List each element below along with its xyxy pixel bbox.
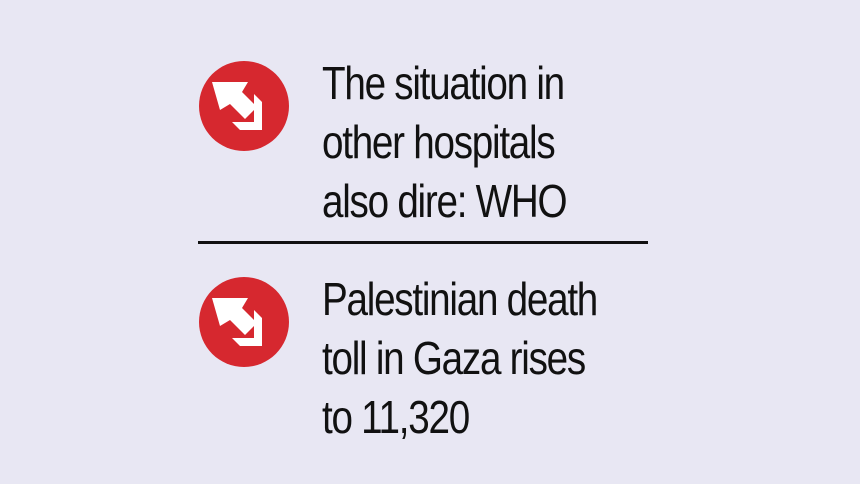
arrow-up-left-icon (198, 60, 290, 152)
divider (198, 241, 648, 244)
arrow-up-left-icon (198, 276, 290, 368)
headline-text[interactable]: Palestinian death toll in Gaza rises to … (322, 273, 598, 443)
headline-text[interactable]: The situation in other hospitals also di… (322, 57, 568, 227)
